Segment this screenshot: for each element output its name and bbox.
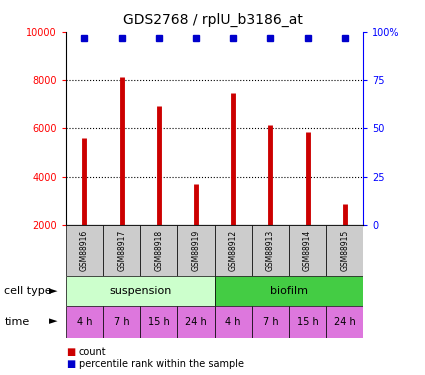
Bar bbox=[252, 306, 289, 338]
Bar bbox=[215, 225, 252, 276]
Text: ►: ► bbox=[49, 316, 57, 327]
Bar bbox=[326, 306, 363, 338]
Text: ■: ■ bbox=[66, 359, 75, 369]
Bar bbox=[215, 306, 252, 338]
Text: 15 h: 15 h bbox=[148, 316, 170, 327]
Bar bbox=[326, 225, 363, 276]
Bar bbox=[252, 225, 289, 276]
Text: biofilm: biofilm bbox=[270, 286, 308, 296]
Text: GSM88913: GSM88913 bbox=[266, 230, 275, 271]
Text: GSM88915: GSM88915 bbox=[340, 230, 349, 271]
Text: 4 h: 4 h bbox=[226, 316, 241, 327]
Text: 24 h: 24 h bbox=[185, 316, 207, 327]
Text: GDS2768 / rplU_b3186_at: GDS2768 / rplU_b3186_at bbox=[122, 13, 303, 27]
Text: time: time bbox=[4, 316, 29, 327]
Bar bbox=[289, 306, 326, 338]
Bar bbox=[103, 225, 140, 276]
Text: count: count bbox=[79, 347, 106, 357]
Text: ►: ► bbox=[49, 286, 57, 296]
Bar bbox=[66, 276, 215, 306]
Text: GSM88917: GSM88917 bbox=[117, 230, 126, 271]
Text: GSM88919: GSM88919 bbox=[192, 230, 201, 271]
Text: 24 h: 24 h bbox=[334, 316, 356, 327]
Text: 7 h: 7 h bbox=[114, 316, 130, 327]
Text: 15 h: 15 h bbox=[297, 316, 318, 327]
Text: GSM88912: GSM88912 bbox=[229, 230, 238, 271]
Bar bbox=[140, 306, 178, 338]
Bar bbox=[289, 225, 326, 276]
Text: cell type: cell type bbox=[4, 286, 52, 296]
Bar bbox=[140, 225, 178, 276]
Bar bbox=[103, 306, 140, 338]
Text: GSM88916: GSM88916 bbox=[80, 230, 89, 271]
Bar bbox=[178, 225, 215, 276]
Text: suspension: suspension bbox=[109, 286, 171, 296]
Text: 4 h: 4 h bbox=[77, 316, 92, 327]
Bar bbox=[215, 276, 363, 306]
Bar bbox=[66, 306, 103, 338]
Text: GSM88918: GSM88918 bbox=[154, 230, 163, 271]
Text: ■: ■ bbox=[66, 347, 75, 357]
Text: 7 h: 7 h bbox=[263, 316, 278, 327]
Bar bbox=[178, 306, 215, 338]
Text: GSM88914: GSM88914 bbox=[303, 230, 312, 271]
Bar bbox=[66, 225, 103, 276]
Text: percentile rank within the sample: percentile rank within the sample bbox=[79, 359, 244, 369]
